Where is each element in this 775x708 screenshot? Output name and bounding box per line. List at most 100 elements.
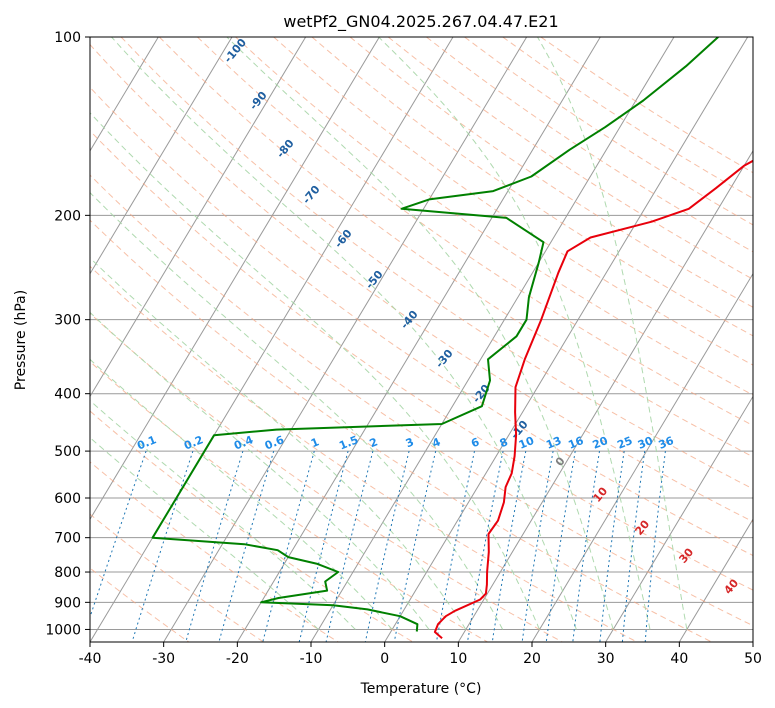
mixing-ratio-label: 3 xyxy=(404,435,416,450)
dry-adiabat-label: -100 xyxy=(221,36,249,66)
y-tick-label: 300 xyxy=(54,313,81,329)
x-tick-label: -10 xyxy=(300,651,323,667)
mixing-ratio-label: 4 xyxy=(430,435,442,450)
mixing-ratio-label: 1.5 xyxy=(337,433,360,452)
dry-adiabat xyxy=(311,37,753,337)
mixing-ratio-label: 0.2 xyxy=(182,433,205,452)
mixing-ratio-label: 0.6 xyxy=(263,433,286,452)
mixing-ratio-label: 30 xyxy=(636,434,655,452)
dry-adiabat xyxy=(540,37,753,174)
dry-adiabat xyxy=(90,360,489,642)
dry-adiabat-label: -90 xyxy=(247,89,270,113)
mixing-ratio-label: 20 xyxy=(591,434,610,452)
moist-adiabat xyxy=(90,436,319,630)
mixing-ratio-line xyxy=(521,451,554,642)
chart-title: wetPf2_GN04.2025.267.04.47.E21 xyxy=(283,12,558,32)
dry-adiabat xyxy=(90,86,753,557)
moist-adiabat xyxy=(111,37,577,630)
y-tick-label: 400 xyxy=(54,387,81,403)
isotherm xyxy=(457,149,753,642)
isotherm xyxy=(678,518,753,642)
x-tick-label: 50 xyxy=(744,651,762,667)
y-tick-label: 1000 xyxy=(45,622,81,638)
y-tick-label: 900 xyxy=(54,595,81,611)
y-axis: 100 200 300 400 500 600 700 800 900 1000 xyxy=(45,30,90,638)
dry-adiabat-label: -30 xyxy=(433,347,456,371)
dry-adiabat xyxy=(90,410,414,642)
moist-adiabat xyxy=(90,399,356,630)
mixing-ratio-label: 16 xyxy=(566,434,585,452)
mixing-ratio-label: 10 xyxy=(517,434,536,452)
mixing-ratio-line xyxy=(185,450,244,642)
isotherm xyxy=(163,37,528,642)
mixing-ratio-label: 0.1 xyxy=(135,433,158,452)
isotherm xyxy=(0,37,11,642)
moist-adiabat-label: 30 xyxy=(676,545,696,565)
dry-adiabat xyxy=(90,265,639,642)
mixing-ratio-line xyxy=(621,451,646,642)
x-axis: -40 -30 -20 -10 0 10 20 30 40 50 xyxy=(79,642,762,667)
mixing-ratio-line xyxy=(491,451,527,642)
moist-adiabat xyxy=(90,257,467,630)
dry-adiabat xyxy=(387,37,753,280)
mixing-ratio-line xyxy=(262,450,315,642)
x-tick-label: -20 xyxy=(226,651,249,667)
mixing-ratio-label: 8 xyxy=(498,435,510,450)
x-axis-label: Temperature (°C) xyxy=(360,681,482,697)
dry-adiabat xyxy=(90,312,564,642)
x-tick-label: -30 xyxy=(152,651,175,667)
dry-adiabat-label: -40 xyxy=(398,308,421,332)
isotherm xyxy=(90,37,380,521)
dry-adiabat xyxy=(349,37,753,308)
mixing-ratio-label: 2 xyxy=(368,435,380,450)
mixing-ratio-line xyxy=(466,450,504,642)
y-tick-label: 700 xyxy=(54,531,81,547)
moist-adiabat xyxy=(90,112,540,630)
moist-adiabat xyxy=(537,37,688,630)
x-tick-label: 10 xyxy=(449,651,467,667)
x-tick-label: 20 xyxy=(523,651,541,667)
mixing-ratio-line xyxy=(298,450,349,642)
mixing-ratio-label: 6 xyxy=(469,435,481,450)
dry-adiabat xyxy=(273,37,753,366)
y-tick-label: 800 xyxy=(54,565,81,581)
temperature-profile xyxy=(433,159,753,640)
x-tick-label: 0 xyxy=(380,651,389,667)
mixing-ratio-line xyxy=(599,451,625,642)
mixing-ratio-line xyxy=(545,451,576,642)
isotherm xyxy=(90,37,307,398)
background-lines xyxy=(0,37,753,642)
plot-frame xyxy=(89,36,754,643)
y-axis-label: Pressure (hPa) xyxy=(13,290,29,390)
mixing-ratio-line xyxy=(218,450,275,642)
mixing-ratio-line xyxy=(325,450,374,642)
isotherm xyxy=(90,37,159,152)
x-tick-label: 40 xyxy=(670,651,688,667)
y-tick-label: 100 xyxy=(54,30,81,46)
background-labels: 0.1 0.2 0.4 0.6 1 1.5 2 3 4 6 8 10 13 16 20 25 30 36-100-… xyxy=(135,36,741,597)
dry-adiabat-label: -50 xyxy=(363,268,386,292)
moist-adiabat xyxy=(90,311,430,630)
dry-adiabat xyxy=(90,130,753,591)
dry-adiabat-label: -60 xyxy=(332,227,355,251)
dry-adiabat-label: -80 xyxy=(274,137,297,161)
mixing-ratio-line xyxy=(90,450,147,619)
mixing-ratio-line xyxy=(644,451,666,642)
mixing-ratio-label: 36 xyxy=(657,434,676,452)
isotherm xyxy=(752,641,753,642)
isotherm xyxy=(90,37,233,275)
dewpoint-profile xyxy=(151,37,719,632)
isotherm xyxy=(236,37,601,642)
dry-adiabat xyxy=(90,43,753,523)
y-tick-label: 200 xyxy=(54,208,81,224)
moist-adiabat xyxy=(378,37,651,630)
series-layer xyxy=(151,37,753,640)
dry-adiabat xyxy=(90,174,753,627)
mixing-ratio-label: 0.4 xyxy=(232,433,255,452)
isotherm xyxy=(605,395,753,642)
dry-adiabat xyxy=(120,37,753,490)
isotherm xyxy=(531,272,753,642)
dry-adiabat xyxy=(90,567,190,642)
dry-adiabat-label: -70 xyxy=(300,183,323,207)
